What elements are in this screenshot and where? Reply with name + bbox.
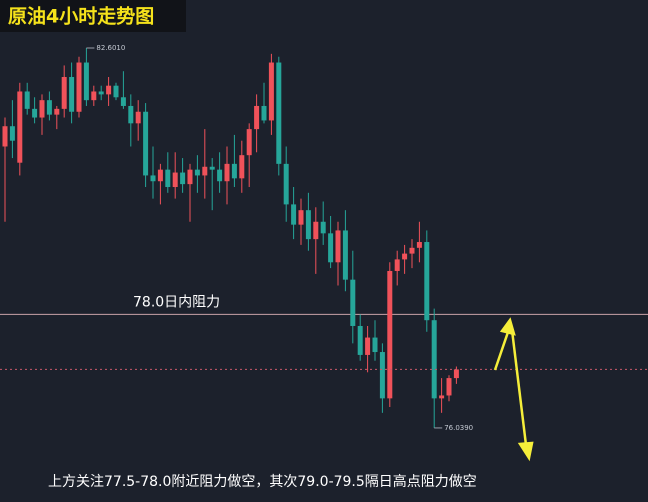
candle-body: [283, 163, 289, 205]
candle-body: [143, 111, 149, 176]
candle-body: [446, 378, 452, 396]
candle-body: [9, 126, 15, 141]
candle-body: [54, 108, 60, 115]
resistance-label: 78.0日内阻力: [133, 294, 220, 310]
candle-body: [83, 62, 89, 101]
candle-body: [239, 155, 245, 179]
candle-body: [24, 91, 30, 109]
candle-body: [246, 129, 252, 156]
candle-body: [453, 369, 459, 379]
candle-body: [98, 91, 104, 95]
candle-body: [335, 230, 341, 263]
candle-body: [224, 163, 230, 182]
candle-body: [268, 62, 274, 121]
candle-body: [276, 62, 282, 164]
candle-body: [17, 91, 23, 163]
candle-body: [365, 337, 371, 355]
candle-body: [394, 259, 400, 271]
annotation: 上方关注77.5-78.0附近阻力做空，其次79.0-79.5隔日高点阻力做空: [48, 473, 477, 490]
candle-body: [291, 204, 297, 225]
candle-body: [39, 100, 45, 118]
candle-body: [261, 105, 267, 121]
candle-body: [187, 169, 193, 185]
candle-body: [431, 320, 437, 399]
candle-body: [409, 247, 415, 254]
high-marker-label: 82.6010: [96, 44, 125, 52]
candle-body: [180, 172, 186, 185]
candle-body: [424, 242, 430, 321]
candle-body: [387, 270, 393, 399]
candle-body: [217, 169, 223, 182]
candle-body: [165, 169, 171, 188]
candle-body: [202, 166, 208, 176]
arrow-down: [510, 329, 528, 446]
candle-body: [328, 233, 334, 263]
arrow-down-head: [517, 441, 534, 462]
low-marker-label: 76.0390: [444, 424, 473, 432]
candle-body: [120, 97, 126, 106]
candle-body: [91, 91, 97, 101]
candle-body: [350, 279, 356, 326]
candle-body: [320, 221, 326, 234]
arrow-up: [493, 331, 510, 371]
candle-body: [106, 85, 112, 95]
candle-body: [342, 230, 348, 280]
candle-body: [416, 242, 422, 248]
candle-body: [32, 108, 38, 118]
candle-body: [61, 77, 67, 109]
candle-body: [372, 337, 378, 353]
candle-body: [194, 169, 200, 176]
candle-body: [305, 210, 311, 240]
plot-area: 78.0日内阻力 82.6010 76.0390: [0, 44, 648, 432]
candle-body: [254, 105, 260, 130]
candle-body: [76, 62, 82, 112]
candle-body: [298, 210, 304, 225]
arrows: [493, 317, 534, 462]
candle-body: [69, 77, 75, 112]
candle-body: [113, 85, 119, 98]
candle-body: [231, 163, 237, 179]
candle-body: [402, 253, 408, 260]
candle-body: [357, 325, 363, 355]
candle-body: [46, 100, 52, 115]
candle-body: [157, 169, 163, 182]
candle-body: [379, 352, 385, 399]
candle-body: [128, 105, 134, 124]
candle-body: [2, 126, 8, 147]
chart-title: 原油4小时走势图: [8, 5, 154, 28]
candle-body: [439, 395, 445, 399]
candle-body: [209, 166, 215, 170]
candle-body: [172, 172, 178, 188]
title-box: [0, 0, 186, 32]
candle-body: [135, 111, 141, 124]
candle-body: [313, 221, 319, 240]
candle-body: [150, 175, 156, 182]
